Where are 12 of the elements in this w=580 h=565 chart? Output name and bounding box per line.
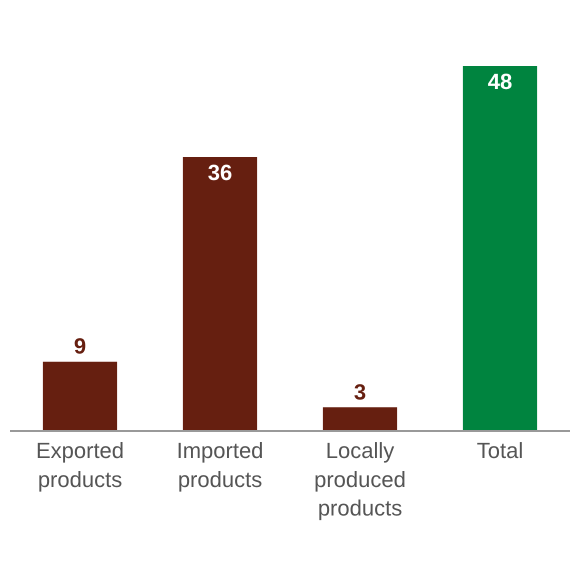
x-tick-label: Total bbox=[476, 438, 524, 464]
x-tick-label: Locally produced products bbox=[314, 438, 406, 520]
data-label: 48 bbox=[488, 68, 512, 94]
bar bbox=[42, 362, 118, 430]
x-tick-label: Imported products bbox=[176, 438, 264, 492]
data-label: 9 bbox=[74, 334, 86, 359]
bar bbox=[322, 407, 398, 430]
bar bbox=[462, 66, 538, 430]
x-tick-label: Exported products bbox=[36, 438, 124, 492]
data-label: 3 bbox=[354, 379, 366, 404]
bar bbox=[182, 156, 258, 430]
data-label: 36 bbox=[208, 160, 232, 185]
